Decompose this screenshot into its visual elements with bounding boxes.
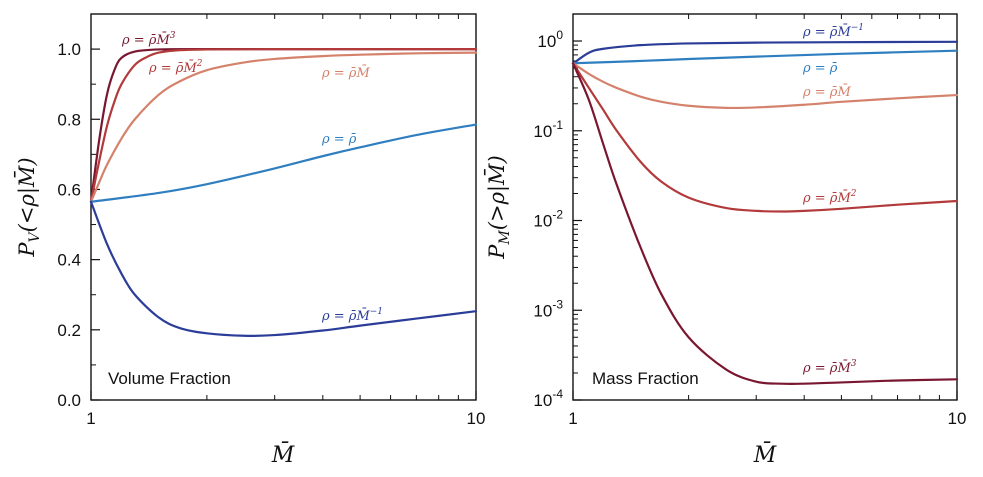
volume-series-label-sup: 3: [170, 31, 176, 41]
mass-y-tick-exp: 0: [556, 28, 563, 42]
volume-series-label-3: ρ = ρ̄: [321, 132, 357, 147]
volume-series: [89, 47, 478, 338]
mass-annotations: ρ = ρ̄M̄−1ρ = ρ̄ρ = ρ̄M̄ρ = ρ̄M̄2ρ = ρ̄M…: [802, 23, 864, 376]
volume-annotations: ρ = ρ̄M̄3ρ = ρ̄M̄2ρ = ρ̄M̄ρ = ρ̄ρ = ρ̄M̄…: [121, 31, 383, 324]
mass-plot-frame: [572, 13, 958, 401]
mass-y-label-main: P: [485, 244, 509, 260]
volume-plot-frame: [90, 13, 477, 401]
volume-y-tick-label: 0.8: [57, 110, 81, 129]
volume-series-line-4: [89, 200, 478, 338]
volume-series-line-2: [89, 51, 478, 203]
mass-series-label-base: ρ = ρ̄M̄: [802, 24, 851, 40]
volume-series-label-sup: −1: [370, 307, 383, 317]
mass-series-label-4: ρ = ρ̄M̄3: [802, 359, 857, 376]
volume-series-label-base: ρ = ρ̄M̄: [321, 308, 370, 324]
volume-series-label-base: ρ = ρ̄M̄: [321, 65, 370, 81]
volume-series-label-4: ρ = ρ̄M̄−1: [321, 307, 383, 324]
volume-series-label-0: ρ = ρ̄M̄3: [121, 31, 176, 48]
mass-y-tick-exp: -3: [552, 297, 563, 311]
volume-series-line-1: [89, 47, 478, 203]
mass-y-tick-base: 10: [533, 122, 552, 141]
mass-y-tick-label: 10-2: [533, 208, 563, 231]
mass-panel-label: Mass Fraction: [592, 369, 699, 388]
volume-series-line-3: [89, 123, 478, 203]
mass-y-axis-label: PM(>ρ|M̄): [484, 155, 513, 259]
mass-series-label-0: ρ = ρ̄M̄−1: [802, 23, 864, 40]
volume-y-tick-label: 0.2: [57, 321, 81, 340]
volume-y-label-main: P: [15, 242, 39, 258]
volume-y-tick-label: 0.4: [57, 251, 81, 270]
mass-series-label-3: ρ = ρ̄M̄2: [802, 189, 857, 206]
volume-y-tick-label: 1.0: [57, 40, 81, 59]
mass-x-tick-label: 1: [568, 409, 577, 428]
volume-y-tick-label: 0.0: [57, 391, 81, 410]
volume-series-label-base: ρ = ρ̄: [321, 132, 357, 147]
mass-y-tick-base: 10: [537, 32, 556, 51]
mass-series-label-sup: 3: [851, 359, 857, 369]
volume-y-label-sub: V: [27, 230, 43, 242]
mass-series-line-3: [571, 62, 959, 213]
volume-x-axis-label: M̄: [271, 441, 295, 468]
mass-series-label-sup: 2: [850, 189, 857, 199]
mass-y-tick-exp: -1: [552, 118, 563, 132]
mass-series-label-1: ρ = ρ̄: [802, 61, 838, 76]
volume-panel-label: Volume Fraction: [108, 369, 231, 388]
mass-series-line-1: [571, 49, 959, 65]
mass-x-tick-label: 10: [948, 409, 967, 428]
mass-y-label-rest: (>ρ|M̄): [484, 155, 510, 230]
volume-series-label-base: ρ = ρ̄M̄: [148, 60, 197, 76]
mass-y-tick-label: 10-4: [533, 387, 563, 410]
mass-series-label-base: ρ = ρ̄: [802, 61, 838, 76]
mass-series: [571, 40, 959, 385]
mass-x-axis-label: M̄: [753, 441, 777, 468]
mass-y-tick-label: 10-3: [533, 297, 563, 320]
volume-ticks: 1 10 0.0 0.2 0.4 0.6 0.8 1.0: [57, 13, 486, 428]
volume-series-label-base: ρ = ρ̄M̄: [121, 32, 170, 48]
mass-series-label-base: ρ = ρ̄M̄: [802, 190, 851, 206]
mass-series-label-base: ρ = ρ̄M̄: [802, 84, 851, 100]
volume-series-label-sup: 2: [196, 59, 203, 69]
mass-y-tick-label: 10-1: [533, 118, 563, 141]
volume-fraction-panel: 1 100.00.20.40.60.81.0 ρ = ρ̄M̄3ρ = ρ̄M̄2…: [14, 13, 486, 468]
mass-series-label-sup: −1: [851, 23, 864, 33]
volume-series-label-2: ρ = ρ̄M̄: [321, 65, 370, 81]
mass-y-tick-base: 10: [533, 301, 552, 320]
volume-y-axis-label: PV(<ρ|M̄): [14, 157, 43, 257]
mass-series-line-2: [571, 62, 959, 110]
mass-y-tick-exp: -4: [552, 387, 563, 401]
mass-y-tick-label: 100: [537, 28, 563, 51]
mass-series-label-base: ρ = ρ̄M̄: [802, 360, 851, 376]
volume-series-label-1: ρ = ρ̄M̄2: [148, 59, 203, 76]
mass-y-label-sub: M: [497, 230, 513, 246]
volume-y-tick-label: 0.6: [57, 180, 81, 199]
mass-y-tick-base: 10: [533, 391, 552, 410]
mass-y-tick-base: 10: [533, 212, 552, 231]
volume-y-label-rest: (<ρ|M̄): [14, 157, 40, 232]
mass-series-label-2: ρ = ρ̄M̄: [802, 84, 851, 100]
mass-series-line-0: [571, 40, 959, 65]
mass-series-line-4: [571, 62, 959, 385]
volume-x-tick-label: 1: [86, 409, 95, 428]
volume-x-tick-label: 10: [467, 409, 486, 428]
mass-y-tick-exp: -2: [552, 208, 563, 222]
